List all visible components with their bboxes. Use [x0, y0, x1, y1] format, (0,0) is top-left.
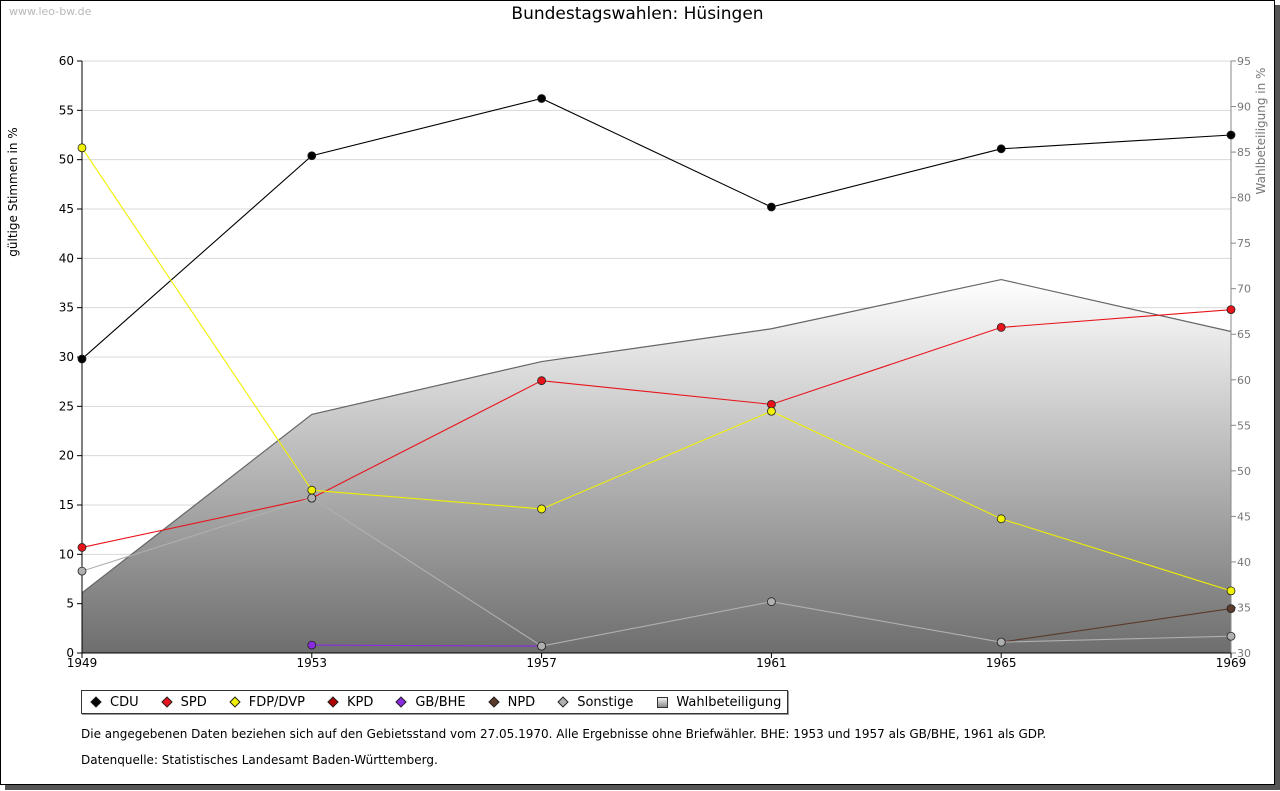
point-cdu	[537, 94, 546, 103]
point-cdu	[77, 354, 87, 364]
y2-tick-label: 65	[1237, 328, 1251, 341]
legend-label: SPD	[180, 694, 207, 710]
legend-label: Sonstige	[577, 694, 634, 710]
legend-marker-icon	[327, 696, 339, 708]
chart-title: Bundestagswahlen: Hüsingen	[511, 4, 764, 24]
legend-item: KPD	[323, 695, 373, 710]
y-tick-label: 25	[59, 399, 74, 413]
x-tick-label: 1969	[1216, 656, 1247, 670]
legend-label: FDP/DVP	[248, 694, 305, 710]
point-cdu	[767, 202, 776, 212]
y2-tick-label: 75	[1237, 237, 1251, 250]
legend-item: SPD	[157, 695, 207, 710]
legend-label: NPD	[507, 694, 536, 710]
point-cdu	[307, 151, 317, 161]
y2-tick-label: 80	[1237, 192, 1251, 205]
y2-axis-label: Wahlbeteiligung in %	[1254, 68, 1268, 195]
legend-marker-icon	[229, 696, 241, 708]
legend-marker-icon	[557, 696, 569, 708]
series-line-gb-bhe	[311, 644, 542, 647]
point-npd	[1226, 604, 1236, 613]
y2-tick-label: 50	[1237, 465, 1251, 478]
series-line-spd	[81, 309, 1232, 548]
x-tick-label: 1965	[986, 656, 1017, 670]
point-sonstige	[996, 637, 1006, 647]
point-sonstige	[77, 566, 87, 576]
x-tick-label: 1961	[756, 656, 787, 670]
legend-item-turnout: Wahlbeteiligung	[651, 695, 781, 710]
y-tick-label: 50	[59, 153, 74, 167]
point-sonstige	[307, 493, 317, 503]
series-line-npd	[1001, 608, 1232, 643]
legend-item: FDP/DVP	[225, 695, 305, 710]
y2-tick-label: 70	[1237, 283, 1251, 296]
y-tick-label: 0	[66, 646, 74, 660]
legend-marker-icon	[395, 696, 407, 708]
legend-item: GB/BHE	[391, 694, 466, 710]
chart-svg: 0 5 10 15 20 25 30 35 40 45 50 55 60 30 35 40 45 50 55 60 65…	[6, 54, 1268, 670]
legend-marker-icon	[160, 696, 173, 708]
y-tick-label: 5	[66, 597, 74, 611]
x-tick-label: 1949	[67, 656, 98, 670]
point-fdp-dvp	[307, 485, 317, 495]
point-sonstige	[1226, 631, 1236, 641]
point-fdp-dvp	[537, 504, 546, 514]
y-tick-label: 20	[59, 449, 74, 463]
note-gebietsstand: Die angegebenen Daten beziehen sich auf …	[81, 727, 1047, 741]
y2-tick-label: 40	[1237, 556, 1251, 569]
y-tick-label: 35	[59, 301, 74, 315]
y-tick-label: 45	[59, 202, 74, 216]
legend-item: NPD	[484, 694, 536, 710]
legend-item: Sonstige	[553, 695, 633, 710]
legend-label: GB/BHE	[415, 694, 466, 710]
y-tick-label: 55	[59, 103, 74, 117]
legend-label: CDU	[110, 694, 139, 710]
note-datenquelle: Datenquelle: Statistisches Landesamt Bad…	[81, 753, 438, 767]
point-spd	[1226, 305, 1236, 315]
y-tick-label: 15	[59, 498, 74, 512]
watermark: www.leo-bw.de	[9, 5, 92, 18]
y2-tick-label: 90	[1237, 101, 1251, 114]
point-spd	[537, 376, 546, 386]
legend-label: KPD	[346, 694, 374, 710]
point-fdp-dvp	[767, 406, 776, 416]
legend-item: CDU	[86, 695, 139, 710]
y2-tick-label: 45	[1237, 510, 1251, 523]
y2-tick-label: 30	[1237, 647, 1251, 660]
x-tick-label: 1957	[526, 656, 557, 670]
legend-marker-icon	[90, 696, 102, 708]
point-cdu	[1226, 130, 1236, 140]
point-gb-bhe	[307, 640, 317, 650]
y-tick-label: 40	[59, 251, 74, 265]
y2-tick-label: 35	[1237, 601, 1251, 614]
point-fdp-dvp	[996, 514, 1006, 524]
y-tick-label: 60	[59, 54, 74, 68]
turnout-area	[82, 279, 1231, 653]
point-sonstige	[767, 597, 776, 607]
y-tick-label: 10	[59, 547, 74, 561]
y2-tick-label: 85	[1237, 146, 1251, 159]
point-cdu	[996, 144, 1006, 154]
y2-tick-label: 95	[1237, 55, 1251, 68]
x-tick-label: 1953	[297, 656, 328, 670]
series-line-fdp-dvp	[81, 147, 1232, 592]
point-fdp-dvp	[1226, 586, 1236, 596]
y-tick-label: 30	[59, 350, 74, 364]
y2-tick-label: 60	[1237, 374, 1251, 387]
y2-tick-label: 55	[1237, 419, 1251, 432]
point-spd	[77, 543, 87, 552]
legend-label: Wahlbeteiligung	[676, 694, 782, 710]
series-line-sonstige	[81, 497, 1232, 647]
legend: CDU SPD FDP/DVP KPD GB/BHE NPD Sonstige Wahlbet…	[81, 690, 789, 714]
series-line-cdu	[81, 97, 1232, 360]
point-fdp-dvp	[77, 143, 87, 153]
y-axis-label: gültige Stimmen in %	[6, 127, 20, 256]
legend-square-icon	[657, 696, 669, 708]
turnout-line	[81, 278, 1232, 594]
point-sonstige	[537, 641, 546, 651]
point-spd	[996, 322, 1006, 332]
legend-marker-icon	[487, 696, 500, 708]
